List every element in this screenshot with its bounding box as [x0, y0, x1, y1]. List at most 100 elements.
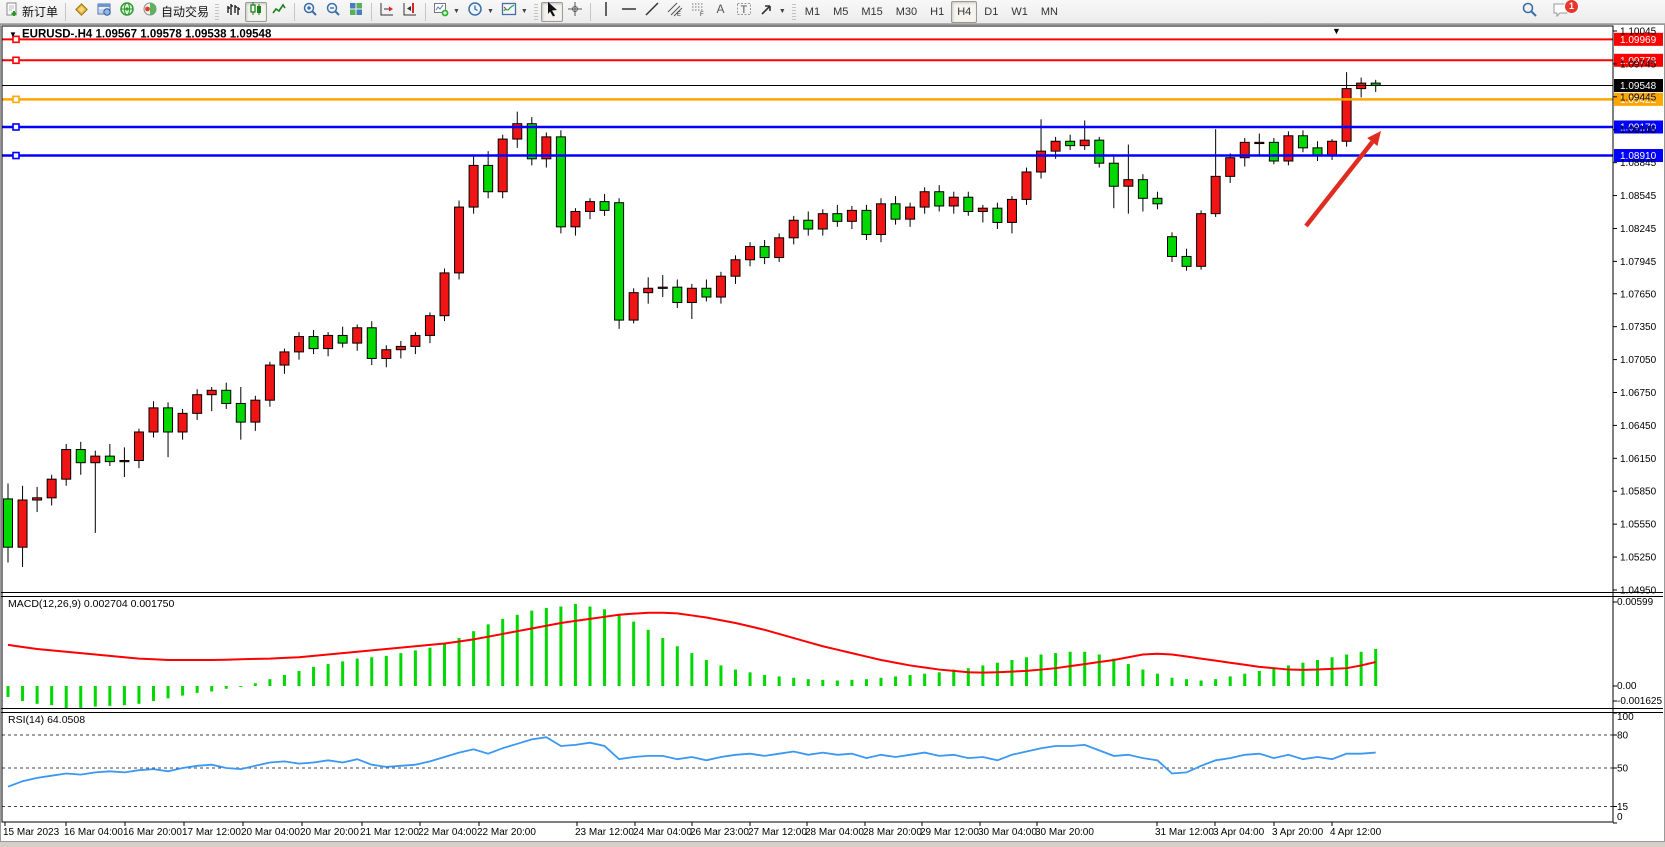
zoom-in-icon — [302, 1, 318, 22]
svg-text:1.04950: 1.04950 — [1620, 585, 1657, 596]
equidistant-channel-icon: E — [667, 1, 683, 22]
trendline-icon — [644, 1, 660, 22]
svg-text:E: E — [677, 12, 681, 17]
svg-text:1.08245: 1.08245 — [1620, 224, 1657, 235]
tile-windows-icon — [348, 1, 364, 22]
new-order-button[interactable]: 新订单 — [2, 2, 61, 22]
macd-label: MACD(12,26,9) 0.002704 0.001750 — [8, 598, 175, 610]
chart-title-row: ▼ EURUSD-.H4 1.09567 1.09578 1.09538 1.09… — [9, 26, 1341, 41]
svg-text:T: T — [740, 4, 747, 16]
auto-scroll-button[interactable] — [376, 2, 398, 22]
zoom-in-button[interactable] — [299, 2, 321, 22]
timeframe-mn[interactable]: MN — [1040, 5, 1058, 18]
svg-text:30 Mar 04:00: 30 Mar 04:00 — [978, 827, 1037, 838]
horizontal-lines[interactable]: 1.09969 1.09778 1.09548 1.09422 1.09170 1.089… — [2, 32, 1663, 163]
macd-pane: MACD(12,26,9) 0.002704 0.001750 0.00599 0.… — [6, 597, 1662, 709]
svg-text:1.09548: 1.09548 — [1620, 81, 1657, 92]
candlestick-chart-icon — [248, 1, 264, 22]
price-line-label — [1614, 92, 1663, 106]
arrows-icon — [759, 1, 775, 22]
svg-text:1.06750: 1.06750 — [1620, 388, 1657, 399]
chart-canvas[interactable]: 1.09969 1.09778 1.09548 1.09422 1.09170 1.089… — [0, 24, 1665, 842]
notification-badge: 1 — [1564, 0, 1579, 14]
fibonacci-icon: F — [690, 1, 706, 22]
crosshair-button[interactable] — [564, 2, 586, 22]
line-chart-button[interactable] — [268, 2, 290, 22]
svg-text:1.09445: 1.09445 — [1620, 92, 1657, 103]
periods-button[interactable]: ▼ — [464, 2, 497, 22]
timeframe-w1[interactable]: W1 — [1011, 5, 1028, 18]
svg-text:1.09145: 1.09145 — [1620, 125, 1657, 136]
candles — [3, 72, 1381, 567]
fibonacci-button[interactable]: F — [687, 2, 709, 22]
svg-text:20 Mar 04:00: 20 Mar 04:00 — [241, 827, 300, 838]
svg-text:1.07650: 1.07650 — [1620, 289, 1657, 300]
timeframe-d1[interactable]: D1 — [984, 5, 999, 18]
chevron-down-icon: ▼ — [778, 8, 786, 15]
chart-shift-icon — [402, 1, 418, 22]
timeframe-h1[interactable]: H1 — [930, 5, 945, 18]
annotation-arrow[interactable] — [1304, 131, 1381, 228]
text-label-icon: T — [736, 1, 752, 22]
chart-title: EURUSD-.H4 1.09567 1.09578 1.09538 1.095… — [22, 29, 272, 41]
tile-windows-button[interactable] — [345, 2, 367, 22]
chevron-down-icon: ▼ — [520, 8, 528, 15]
line-handle — [12, 95, 20, 104]
time-axis[interactable]: 15 Mar 2023 16 Mar 04:00 16 Mar 20:00 17 Ma… — [3, 822, 1382, 838]
data-window-icon — [96, 1, 112, 22]
svg-text:22 Mar 04:00: 22 Mar 04:00 — [418, 827, 477, 838]
crosshair-icon — [567, 1, 583, 22]
svg-text:3 Apr 20:00: 3 Apr 20:00 — [1272, 827, 1324, 838]
new-chart-button[interactable]: ▼ — [430, 2, 463, 22]
price-axis[interactable]: 1.10045 1.09745 1.09445 1.09145 1.08845 1.085… — [1613, 27, 1657, 597]
svg-text:28 Mar 20:00: 28 Mar 20:00 — [863, 827, 922, 838]
text-button[interactable]: A — [710, 2, 732, 22]
timeframe-m5[interactable]: M5 — [833, 5, 849, 18]
chart-shift-button[interactable] — [399, 2, 421, 22]
line-handle — [12, 56, 20, 65]
price-line-label — [1614, 32, 1663, 46]
svg-text:27 Mar 12:00: 27 Mar 12:00 — [748, 827, 807, 838]
cursor-button[interactable] — [540, 1, 563, 22]
svg-text:1.09170: 1.09170 — [1620, 122, 1657, 133]
cursor-icon — [544, 1, 560, 22]
separator — [294, 2, 296, 21]
zoom-out-button[interactable] — [322, 2, 344, 22]
svg-text:1.09745: 1.09745 — [1620, 59, 1657, 70]
equidistant-channel-button[interactable]: E — [664, 2, 686, 22]
svg-text:20 Mar 20:00: 20 Mar 20:00 — [300, 827, 359, 838]
svg-text:1.09969: 1.09969 — [1620, 35, 1657, 46]
arrows-button[interactable]: ▼ — [756, 2, 789, 22]
svg-text:1.07350: 1.07350 — [1620, 322, 1657, 333]
text-label-button[interactable]: T — [733, 2, 755, 22]
new-chart-icon — [433, 1, 449, 22]
bar-chart-button[interactable] — [222, 2, 244, 22]
auto-trading-button[interactable]: 自动交易 — [139, 2, 212, 22]
data-window-button[interactable] — [93, 2, 115, 22]
svg-text:80: 80 — [1617, 731, 1629, 742]
bar-chart-icon — [225, 1, 241, 22]
timeframe-m30[interactable]: M30 — [895, 5, 918, 18]
svg-text:A: A — [716, 2, 724, 16]
timeframe-m15[interactable]: M15 — [861, 5, 883, 18]
vertical-line-button[interactable] — [595, 2, 617, 22]
timeframe-h4[interactable]: H4 — [951, 0, 978, 23]
svg-text:30 Mar 20:00: 30 Mar 20:00 — [1035, 827, 1094, 838]
horizontal-line-button[interactable] — [618, 2, 640, 22]
text-icon: A — [713, 1, 729, 22]
svg-text:3 Apr 04:00: 3 Apr 04:00 — [1213, 827, 1265, 838]
navigator-button[interactable] — [116, 2, 138, 22]
market-watch-button[interactable] — [70, 2, 92, 22]
auto-scroll-icon — [379, 1, 395, 22]
svg-text:1.08910: 1.08910 — [1620, 151, 1657, 162]
price-line-label — [1614, 120, 1663, 134]
timeframe-m1[interactable]: M1 — [804, 5, 821, 18]
svg-text:100: 100 — [1617, 712, 1634, 723]
chart-dropdown-icon[interactable]: ▼ — [9, 30, 17, 39]
chat-button[interactable]: 1 — [1549, 0, 1579, 22]
trendline-button[interactable] — [641, 2, 663, 22]
templates-button[interactable]: ▼ — [498, 2, 531, 22]
candlestick-chart-button[interactable] — [245, 1, 268, 22]
svg-text:1.06450: 1.06450 — [1620, 421, 1657, 432]
search-button[interactable] — [1518, 2, 1541, 22]
